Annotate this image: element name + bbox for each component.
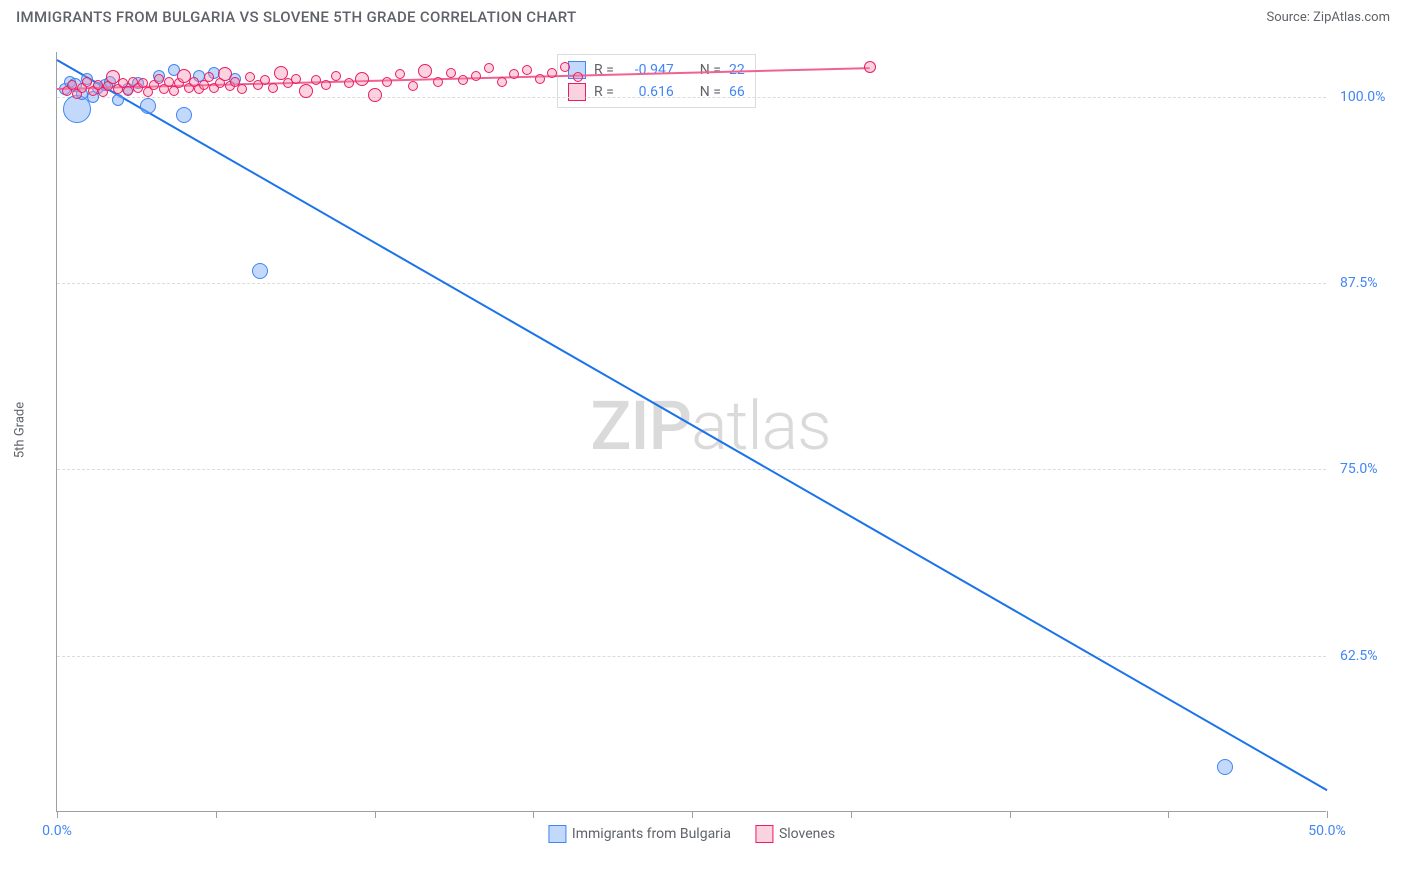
x-tick-label: 0.0% bbox=[42, 823, 72, 839]
legend-r-value: -0.947 bbox=[622, 62, 674, 78]
chart-source: Source: ZipAtlas.com bbox=[1266, 10, 1390, 25]
data-point bbox=[252, 263, 268, 279]
y-tick-label: 87.5% bbox=[1340, 275, 1400, 291]
x-tick bbox=[692, 811, 693, 818]
data-point bbox=[123, 86, 133, 96]
data-point bbox=[368, 88, 382, 102]
data-point bbox=[268, 83, 278, 93]
x-tick bbox=[533, 811, 534, 818]
correlation-legend-row: R =-0.947N =22 bbox=[568, 59, 745, 81]
data-point bbox=[344, 78, 354, 88]
data-point bbox=[331, 71, 341, 81]
data-point bbox=[535, 74, 545, 84]
data-point bbox=[433, 77, 443, 87]
legend-swatch bbox=[568, 83, 586, 101]
data-point bbox=[509, 69, 519, 79]
data-point bbox=[382, 77, 392, 87]
correlation-legend-row: R =0.616N =66 bbox=[568, 81, 745, 103]
data-point bbox=[522, 65, 532, 75]
watermark: ZIPatlas bbox=[590, 386, 830, 466]
x-tick bbox=[1168, 811, 1169, 818]
data-point bbox=[484, 63, 494, 73]
gridline bbox=[57, 656, 1326, 657]
data-point bbox=[140, 98, 156, 114]
data-point bbox=[204, 72, 214, 82]
watermark-light: atlas bbox=[691, 386, 831, 466]
gridline bbox=[57, 469, 1326, 470]
y-axis-label: 5th Grade bbox=[13, 402, 28, 458]
data-point bbox=[355, 72, 369, 86]
gridline bbox=[57, 97, 1326, 98]
data-point bbox=[408, 81, 418, 91]
data-point bbox=[321, 80, 331, 90]
data-point bbox=[497, 77, 507, 87]
x-tick bbox=[57, 811, 58, 818]
data-point bbox=[311, 75, 321, 85]
data-point bbox=[864, 61, 876, 73]
data-point bbox=[1217, 759, 1233, 775]
data-point bbox=[237, 84, 247, 94]
series-legend-label: Immigrants from Bulgaria bbox=[572, 826, 731, 842]
data-point bbox=[547, 68, 557, 78]
chart-header: IMMIGRANTS FROM BULGARIA VS SLOVENE 5TH … bbox=[0, 0, 1406, 30]
correlation-legend: R =-0.947N =22R =0.616N =66 bbox=[557, 54, 756, 108]
series-legend-item: Slovenes bbox=[755, 825, 835, 843]
gridline bbox=[57, 283, 1326, 284]
data-point bbox=[471, 71, 481, 81]
x-tick bbox=[851, 811, 852, 818]
legend-n-label: N = bbox=[700, 62, 721, 78]
y-tick-label: 75.0% bbox=[1340, 461, 1400, 477]
x-tick bbox=[216, 811, 217, 818]
chart-title: IMMIGRANTS FROM BULGARIA VS SLOVENE 5TH … bbox=[16, 8, 576, 26]
data-point bbox=[112, 94, 124, 106]
x-tick bbox=[375, 811, 376, 818]
data-point bbox=[154, 74, 164, 84]
series-legend-label: Slovenes bbox=[779, 826, 835, 842]
y-tick-label: 100.0% bbox=[1340, 89, 1400, 105]
scatter-chart: ZIPatlas R =-0.947N =22R =0.616N =66 Imm… bbox=[56, 52, 1326, 812]
legend-swatch bbox=[548, 825, 566, 843]
y-tick-label: 62.5% bbox=[1340, 648, 1400, 664]
data-point bbox=[573, 72, 583, 82]
series-legend-item: Immigrants from Bulgaria bbox=[548, 825, 731, 843]
series-legend: Immigrants from Bulgaria Slovenes bbox=[548, 825, 835, 843]
watermark-bold: ZIP bbox=[590, 386, 691, 466]
data-point bbox=[446, 68, 456, 78]
data-point bbox=[299, 84, 313, 98]
data-point bbox=[560, 62, 570, 72]
trend-line bbox=[57, 60, 1328, 792]
x-tick bbox=[1010, 811, 1011, 818]
data-point bbox=[291, 74, 301, 84]
x-tick bbox=[1327, 811, 1328, 818]
data-point bbox=[458, 75, 468, 85]
data-point bbox=[418, 64, 432, 78]
x-tick-label: 50.0% bbox=[1308, 823, 1346, 839]
data-point bbox=[176, 107, 192, 123]
legend-swatch bbox=[755, 825, 773, 843]
data-point bbox=[395, 69, 405, 79]
